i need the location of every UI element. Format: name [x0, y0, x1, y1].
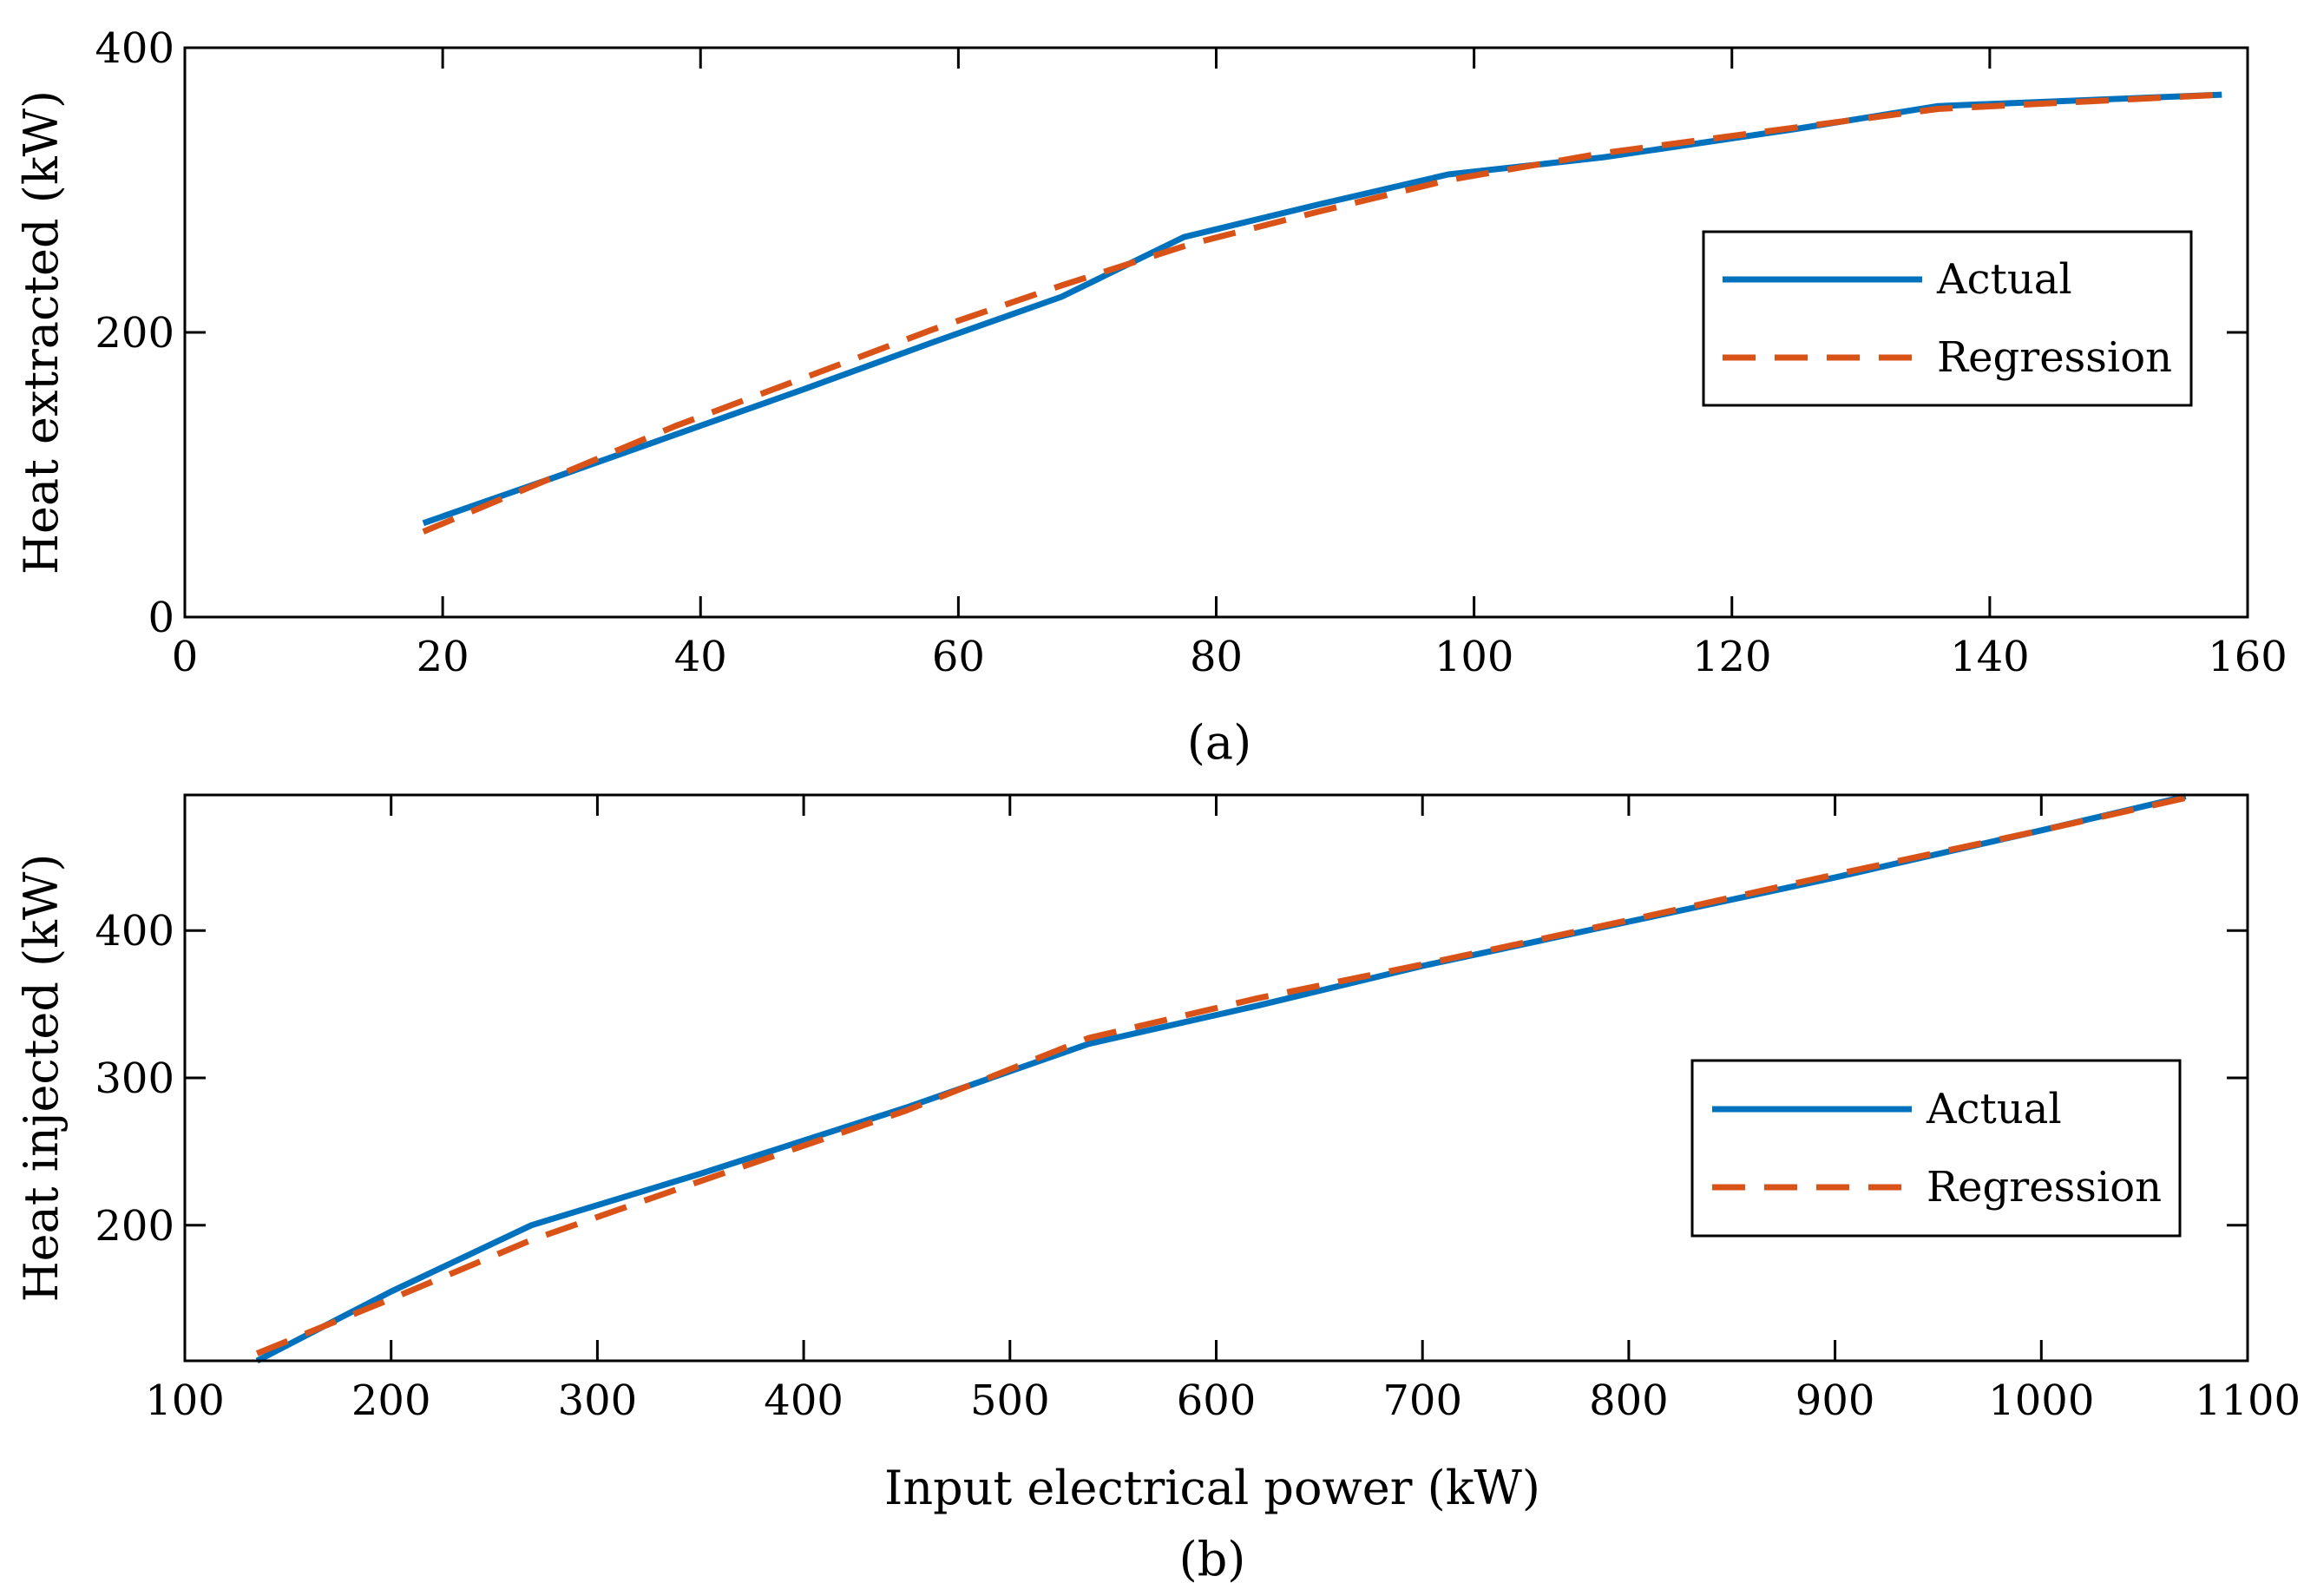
- panel-a-xtick-label-120: 120: [1692, 633, 1772, 681]
- panel-a-xtick-label-60: 60: [932, 633, 985, 681]
- panel-b-xtick-label-1000: 1000: [1988, 1376, 2094, 1425]
- panel-b-xtick-label-1100: 1100: [2195, 1376, 2301, 1425]
- panel-a-xtick-label-100: 100: [1434, 633, 1514, 681]
- panel-a-legend: Actual Regression: [1702, 230, 2193, 407]
- panel-a-xtick-label-140: 140: [1950, 633, 2030, 681]
- panel-b-legend: Actual Regression: [1690, 1059, 2182, 1238]
- panel-b-xtick-label-200: 200: [351, 1376, 431, 1425]
- panel-a-xtick-label-20: 20: [417, 633, 469, 681]
- panel-b-ytick-label-400: 400: [95, 907, 174, 956]
- panel-a-series-regression-line: [422, 91, 2222, 535]
- panel-b-series-regression-line: [255, 794, 2187, 1356]
- panel-a-ticks: 0 20 40 60 80 100 120 140 160 0 200 400: [95, 24, 2287, 681]
- panel-b-xtick-label-100: 100: [145, 1376, 225, 1425]
- panel-a-ytick-label-200: 200: [95, 309, 174, 358]
- panel-b-xtick-label-300: 300: [558, 1376, 638, 1425]
- panel-b-xlabel: Input electrical power (kW): [884, 1461, 1540, 1515]
- panel-b-ylabel: Heat injected (kW): [14, 854, 69, 1303]
- panel-a-ytick-label-0: 0: [148, 594, 174, 642]
- panel-b-legend-box: [1690, 1059, 2182, 1238]
- panel-b-series: [255, 793, 2187, 1364]
- panel-b-caption: (b): [1179, 1532, 1246, 1586]
- panel-b-xtick-label-600: 600: [1177, 1376, 1257, 1425]
- panel-a-xtick-label-160: 160: [2208, 633, 2288, 681]
- panel-b-ytick-label-200: 200: [95, 1202, 174, 1251]
- panel-a-xtick-label-0: 0: [172, 633, 199, 681]
- panel-b: 100 200 300 400 500 600 700 800 900 1000 1100 200 30…: [14, 793, 2301, 1586]
- panel-b-ytick-label-300: 300: [95, 1054, 174, 1103]
- panel-a-ytick-label-400: 400: [95, 24, 174, 73]
- panel-a-legend-actual-label: Actual: [1936, 255, 2072, 304]
- panel-a-caption: (a): [1187, 715, 1251, 770]
- panel-a-series: [422, 91, 2222, 535]
- panel-b-xtick-label-500: 500: [970, 1376, 1050, 1425]
- panel-b-ticks: 100 200 300 400 500 600 700 800 900 1000 1100 200 30…: [95, 795, 2301, 1425]
- panel-b-xtick-label-400: 400: [764, 1376, 843, 1425]
- panel-a-ylabel: Heat extracted (kW): [14, 90, 69, 575]
- panel-a-legend-box: [1702, 230, 2193, 407]
- panel-b-legend-actual-label: Actual: [1926, 1085, 2062, 1133]
- panel-a-xtick-label-40: 40: [674, 633, 727, 681]
- panel-b-legend-regression-label: Regression: [1927, 1163, 2162, 1212]
- panel-a-legend-regression-label: Regression: [1937, 333, 2172, 382]
- panel-a-xtick-label-80: 80: [1190, 633, 1243, 681]
- panel-b-xtick-label-900: 900: [1795, 1376, 1875, 1425]
- panel-b-xtick-label-700: 700: [1382, 1376, 1462, 1425]
- panel-b-xtick-label-800: 800: [1589, 1376, 1669, 1425]
- panel-a: 0 20 40 60 80 100 120 140 160 0 200 400 Heat extrac…: [14, 24, 2288, 770]
